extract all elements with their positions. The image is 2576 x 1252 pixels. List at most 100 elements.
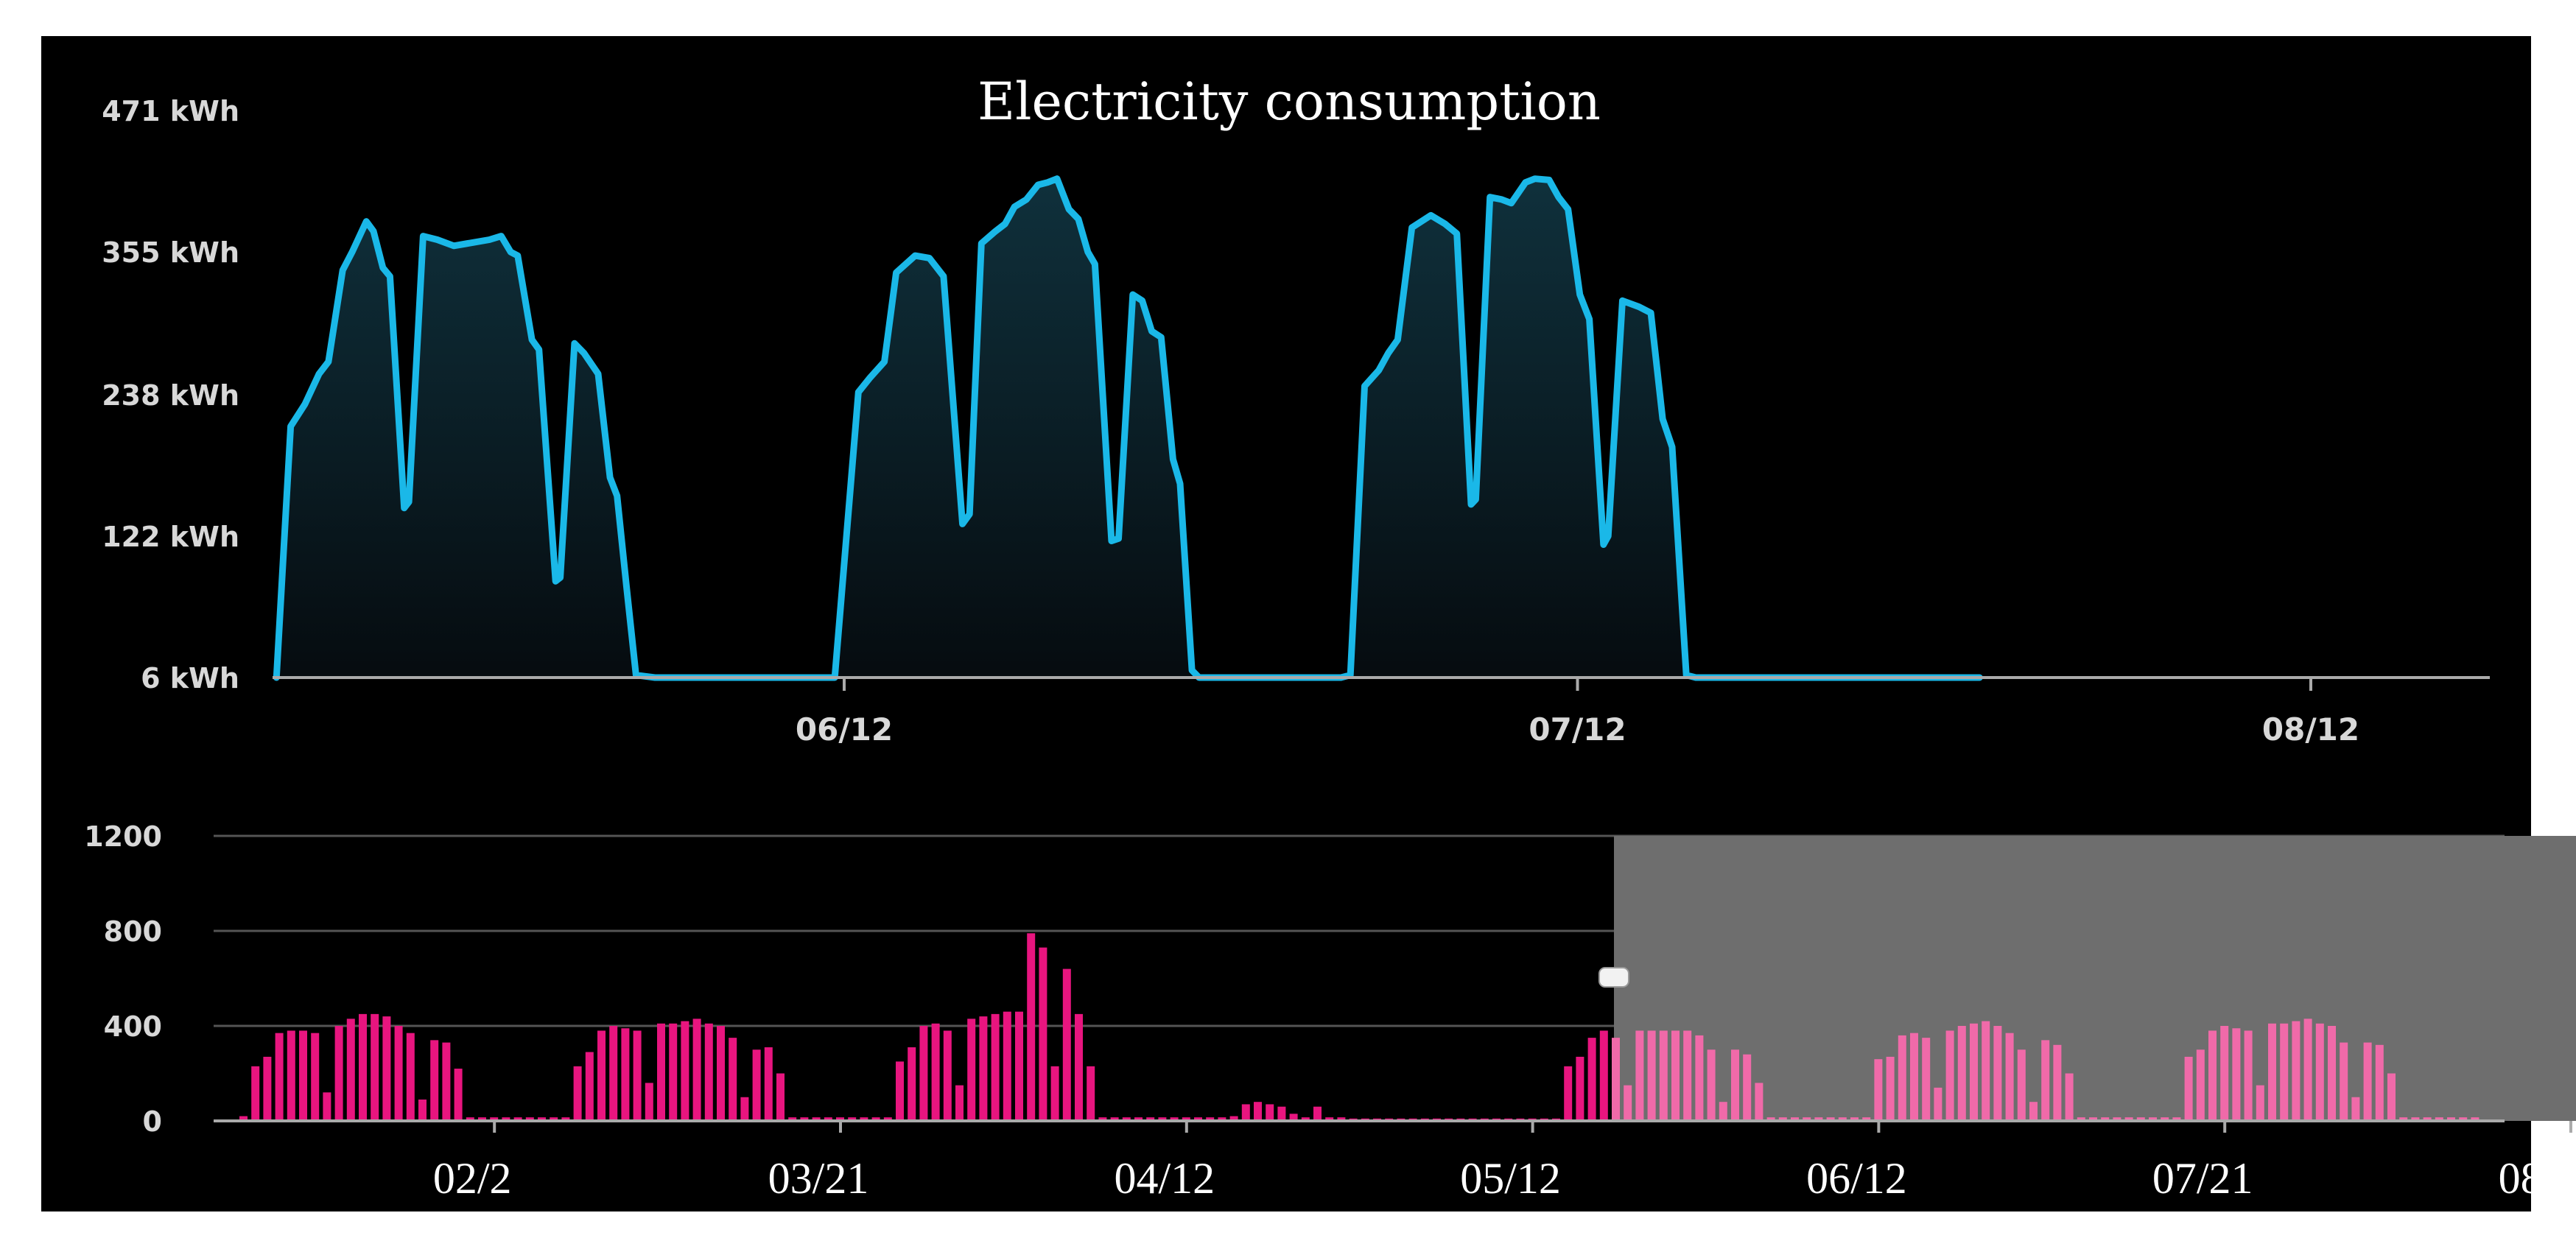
navigator-bar	[1886, 1056, 1895, 1121]
navigator-bar	[991, 1013, 1000, 1121]
navigator-bar	[2447, 1117, 2455, 1121]
navigator-bar	[1707, 1049, 1716, 1121]
navigator-bar	[1731, 1049, 1739, 1121]
navigator-bar	[2375, 1044, 2384, 1121]
navigator-bar	[1170, 1117, 1179, 1121]
navigator-bar	[1098, 1117, 1107, 1121]
y-tick-label: 400	[104, 1010, 162, 1043]
navigator-bar	[1910, 1033, 1918, 1121]
range-handle-left[interactable]	[1598, 967, 1629, 988]
navigator-bar	[2172, 1117, 2181, 1121]
navigator-bar	[2411, 1117, 2420, 1121]
navigator-bar	[1110, 1117, 1119, 1121]
y-tick-label: 238 kWh	[102, 379, 239, 412]
navigator-bar	[824, 1117, 832, 1121]
navigator-bar	[1289, 1114, 1298, 1121]
navigator-bar	[717, 1026, 725, 1121]
navigator-bar	[2471, 1117, 2480, 1121]
navigator-bar	[2065, 1073, 2074, 1121]
navigator-bar	[2303, 1019, 2312, 1121]
navigator-bar	[323, 1092, 331, 1121]
navigator-bar	[2089, 1117, 2097, 1121]
y-tick-label: 6 kWh	[141, 662, 239, 694]
navigator-bar	[2017, 1049, 2026, 1121]
navigator-selection[interactable]	[1614, 836, 2576, 1121]
navigator-bar	[2244, 1030, 2253, 1121]
navigator-bar	[1301, 1117, 1310, 1121]
navigator-bar	[800, 1117, 809, 1121]
navigator-bar	[2149, 1117, 2157, 1121]
navigator-bar	[1075, 1013, 1083, 1121]
navigator-bar	[538, 1117, 546, 1121]
navigator-bar	[1254, 1102, 1262, 1121]
navigator-bars	[239, 933, 2480, 1121]
navigator-bar	[621, 1028, 630, 1121]
navigator-bar	[2351, 1097, 2360, 1121]
navigator-bar	[704, 1023, 713, 1121]
navigator-bar	[1803, 1117, 1811, 1121]
navigator-bar	[275, 1033, 284, 1121]
navigator-bar	[2280, 1023, 2289, 1121]
y-tick-label: 471 kWh	[102, 95, 239, 127]
navigator-bar	[2136, 1117, 2145, 1121]
navigator-bar	[979, 1016, 988, 1121]
navigator-bar	[1970, 1023, 1978, 1121]
navigator-bar	[2315, 1023, 2324, 1121]
x-tick-label: 07/12	[1529, 711, 1626, 748]
navigator-bar	[836, 1117, 844, 1121]
navigator-bar	[1313, 1106, 1322, 1121]
navigator-bar	[1087, 1066, 1095, 1121]
navigator-bar	[740, 1097, 749, 1121]
main-plot	[273, 175, 1983, 681]
navigator-bar	[454, 1069, 463, 1121]
navigator-bar	[1922, 1038, 1931, 1121]
navigator-bar	[1659, 1030, 1668, 1121]
navigator-handles[interactable]	[1598, 967, 2576, 988]
navigator-bar	[299, 1030, 307, 1121]
navigator-bar	[1755, 1083, 1763, 1121]
navigator-bar	[561, 1117, 570, 1121]
navigator-bar	[359, 1013, 367, 1121]
navigator-bar	[585, 1052, 594, 1121]
navigator-bar	[848, 1117, 857, 1121]
navigator-bar	[1182, 1117, 1190, 1121]
navigator-bar	[1850, 1117, 1859, 1121]
navigator-bar	[657, 1023, 665, 1121]
navigator-bar	[729, 1038, 737, 1121]
x-tick-label: 05/12	[1460, 1154, 1561, 1203]
y-tick-label: 355 kWh	[102, 236, 239, 269]
navigator-bar	[2268, 1023, 2276, 1121]
navigator-bar	[1325, 1117, 1334, 1121]
navigator-bar	[251, 1066, 260, 1121]
navigator-bar	[1587, 1038, 1596, 1121]
navigator-bar	[2124, 1117, 2133, 1121]
navigator-bar	[394, 1026, 403, 1121]
navigator-bar	[1647, 1030, 1656, 1121]
navigator-bar	[1158, 1117, 1167, 1121]
navigator-bar	[1671, 1030, 1680, 1121]
navigator-bar	[692, 1019, 701, 1121]
navigator-bar	[955, 1085, 964, 1121]
navigator-bar	[1778, 1117, 1787, 1121]
navigator-bar	[645, 1083, 653, 1121]
y-tick-label: 1200	[84, 820, 162, 853]
navigator-bar	[931, 1023, 940, 1121]
navigator-bar	[1957, 1026, 1966, 1121]
navigator-bar	[1743, 1054, 1752, 1121]
navigator-bar	[1683, 1030, 1692, 1121]
navigator-bar	[2101, 1117, 2110, 1121]
navigator-bar	[1337, 1117, 1346, 1121]
navigator-bar	[2029, 1102, 2038, 1121]
navigator-bar	[550, 1117, 558, 1121]
navigator-bar	[2459, 1117, 2468, 1121]
navigator-bar	[633, 1030, 642, 1121]
navigator-bar	[2220, 1026, 2229, 1121]
navigator-bar	[2184, 1056, 2193, 1121]
navigator-bar	[871, 1117, 880, 1121]
navigator-bar	[442, 1042, 451, 1121]
navigator-bar	[860, 1117, 868, 1121]
navigator-bar	[418, 1099, 427, 1121]
navigator-bar	[764, 1047, 773, 1121]
navigator-bar	[382, 1016, 391, 1121]
